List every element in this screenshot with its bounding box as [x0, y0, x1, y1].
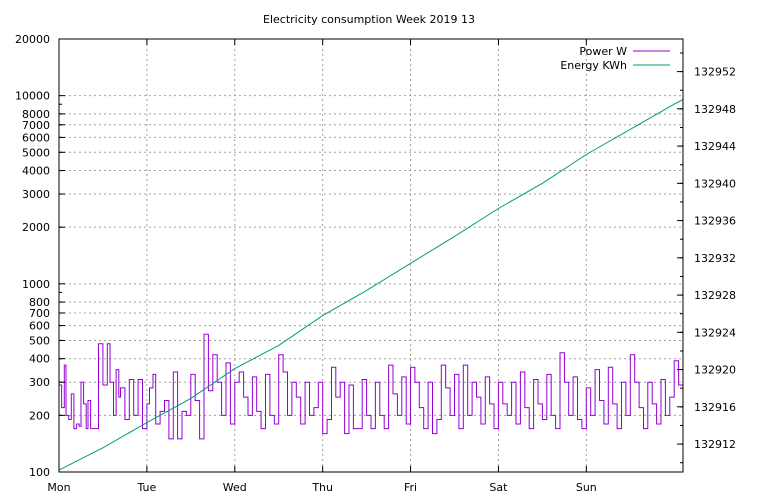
axes-layer: Mon Tue Wed Thu Fri Sat Sun1002003004005006007…: [15, 33, 736, 494]
y-tick-label: 8000: [22, 108, 50, 121]
y2-tick-label: 132936: [694, 215, 736, 228]
grid-lines: [59, 39, 683, 472]
y2-tick-label: 132928: [694, 289, 736, 302]
legend-label: Power W: [579, 45, 627, 58]
legend-label: Energy KWh: [560, 59, 627, 72]
y-tick-label: 2000: [22, 221, 50, 234]
x-tick-label: Thu: [311, 481, 333, 494]
series-line-power: [59, 333, 683, 440]
x-tick-label: Tue: [136, 481, 156, 494]
y-tick-label: 600: [29, 320, 50, 333]
y2-tick-label: 132952: [694, 66, 736, 79]
y2-tick-label: 132932: [694, 252, 736, 265]
y-tick-label: 200: [29, 409, 50, 422]
y-tick-label: 100: [29, 466, 50, 479]
series-layer: [58, 99, 684, 471]
x-tick-label: Mon: [47, 481, 70, 494]
y2-tick-label: 132916: [694, 401, 736, 414]
y2-tick-label: 132944: [694, 140, 736, 153]
y-tick-label: 6000: [22, 131, 50, 144]
x-tick-label: Fri: [404, 481, 417, 494]
x-tick-label: Sun: [576, 481, 597, 494]
chart-title: Electricity consumption Week 2019 13: [263, 13, 475, 26]
y-tick-label: 5000: [22, 146, 50, 159]
x-tick-label: Wed: [223, 481, 247, 494]
y2-tick-label: 132924: [694, 326, 736, 339]
y2-tick-label: 132912: [694, 438, 736, 451]
y-tick-label: 20000: [15, 33, 50, 46]
y2-tick-label: 132948: [694, 103, 736, 116]
y2-tick-label: 132920: [694, 364, 736, 377]
series-line-energy: [58, 99, 684, 471]
y2-tick-label: 132940: [694, 177, 736, 190]
y-tick-label: 700: [29, 307, 50, 320]
y-tick-label: 1000: [22, 278, 50, 291]
y-tick-label: 7000: [22, 119, 50, 132]
x-tick-label: Sat: [489, 481, 508, 494]
plot-frame: [58, 38, 684, 473]
y-tick-label: 500: [29, 334, 50, 347]
y-tick-label: 400: [29, 353, 50, 366]
y-tick-label: 800: [29, 296, 50, 309]
y-tick-label: 4000: [22, 165, 50, 178]
y-tick-label: 300: [29, 376, 50, 389]
y-tick-label: 10000: [15, 90, 50, 103]
y-tick-label: 3000: [22, 188, 50, 201]
